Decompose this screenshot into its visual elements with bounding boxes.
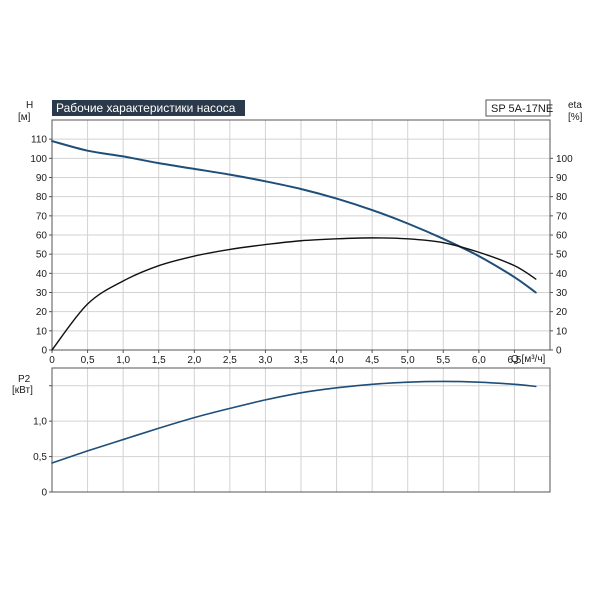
power-tick-label: 0,5 [33, 452, 47, 463]
x-tick-label: 0,5 [81, 355, 95, 366]
y-axis-unit: [м] [18, 112, 31, 123]
x-tick-label: 6,0 [472, 355, 486, 366]
power-curve-line [51, 380, 537, 464]
x-tick-label: 3,0 [258, 355, 272, 366]
power-curve [51, 380, 537, 464]
y2-tick-label: 70 [556, 211, 568, 222]
x-tick-label: 2,0 [187, 355, 201, 366]
y-tick-label: 30 [36, 288, 48, 299]
power-y-axis-ticks: 0 0,5 1,0 [33, 385, 52, 499]
y2-tick-label: 90 [556, 173, 568, 184]
y2-axis-unit: [%] [568, 112, 583, 123]
x-tick-label: 4,0 [330, 355, 344, 366]
x-axis-label: Q [м³/ч] [511, 354, 546, 365]
y2-tick-label: 100 [556, 154, 573, 165]
head-curve [51, 140, 537, 294]
efficiency-curve [51, 237, 537, 351]
model-badge-border [485, 99, 551, 117]
x-tick-label: 1,5 [152, 355, 166, 366]
y2-tick-label: 80 [556, 192, 568, 203]
y-axis-label: H [26, 100, 33, 111]
y-tick-label: 110 [31, 135, 47, 146]
power-axis-label: P2 [18, 374, 31, 385]
y-tick-label: 40 [36, 269, 48, 280]
power-plot-frame [51, 367, 551, 493]
model-label: SP 5A-17NE [491, 103, 553, 115]
title-badge: Рабочие характеристики насоса [52, 100, 245, 116]
y-tick-label: 50 [36, 250, 48, 261]
y2-tick-label: 40 [556, 269, 568, 280]
y2-tick-label: 10 [556, 326, 568, 337]
chart-title: Рабочие характеристики насоса [56, 101, 236, 115]
power-axis-unit: [кВт] [12, 385, 33, 396]
head-plot-grid [51, 120, 550, 351]
model-badge: SP 5A-17NE [485, 99, 553, 117]
head-and-efficiency-curves [51, 140, 537, 351]
x-axis-ticks: 0 0,5 1,0 1,5 2,0 2,5 3,0 3,5 4,0 4,5 5,0 5,5 6,0 6,5 [49, 350, 522, 366]
y2-axis-label: eta [568, 100, 582, 111]
y-tick-label: 80 [36, 192, 48, 203]
y2-tick-label: 30 [556, 288, 568, 299]
x-tick-label: 5,0 [401, 355, 415, 366]
y-tick-label: 70 [36, 211, 48, 222]
y2-tick-label: 0 [556, 346, 562, 357]
y-tick-label: 100 [30, 154, 47, 165]
x-tick-label: 0 [49, 355, 55, 366]
x-tick-label: 4,5 [365, 355, 379, 366]
y-tick-label: 60 [36, 231, 48, 242]
y2-tick-label: 20 [556, 307, 568, 318]
x-tick-label: 3,5 [294, 355, 308, 366]
y2-axis-ticks: 0 10 20 30 40 50 60 70 80 90 100 [550, 154, 573, 357]
y-tick-label: 0 [41, 346, 47, 357]
x-tick-label: 1,0 [116, 355, 130, 366]
power-tick-label: 0 [41, 488, 47, 499]
y-tick-label: 90 [36, 173, 48, 184]
x-tick-label: 5,5 [436, 355, 450, 366]
x-tick-label: 6,5 [507, 355, 521, 366]
y-axis-ticks: 0 10 20 30 40 50 60 70 80 90 100 110 [30, 135, 52, 357]
power-tick-label: 1,0 [33, 417, 47, 428]
y-tick-label: 10 [36, 326, 48, 337]
y2-tick-label: 50 [556, 250, 568, 261]
x-tick-label: 2,5 [223, 355, 237, 366]
y-tick-label: 20 [36, 307, 48, 318]
title-background [52, 100, 245, 116]
power-plot-grid [51, 368, 550, 493]
y2-tick-label: 60 [556, 231, 568, 242]
